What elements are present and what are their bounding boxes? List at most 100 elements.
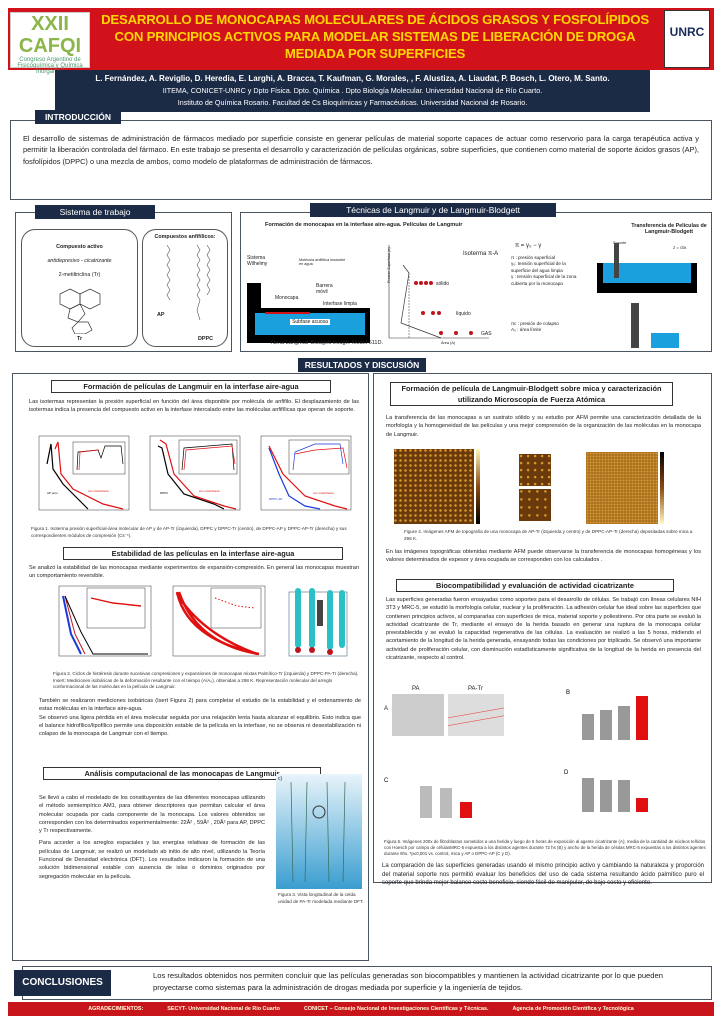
s3-text2: Para acceder a los arreglos espaciales y… (39, 840, 265, 880)
g0-def: γ₀: tensión superficial de la superficie… (511, 261, 566, 273)
trough-label: Nima Langmuir-Blodgett trough. Model 611… (271, 340, 384, 346)
tecnicas-subtitle: Formación de monocapas en la interfase a… (265, 222, 463, 228)
fig5-b-label: B (566, 690, 570, 696)
active-desc: antidepresivo - cicatrizante (47, 258, 112, 264)
dft-cell (290, 782, 346, 882)
right-s2-text2: La comparación de las superficies genera… (382, 863, 704, 887)
s3-text1: Se llevó a cabo el modelado de los const… (39, 795, 265, 835)
conclusiones-text: Los resultados obtenidos nos permiten co… (153, 971, 663, 992)
conclusiones-tab: CONCLUSIONES (14, 970, 111, 996)
footer-item: CONICET – Consejo Nacional de Investigac… (303, 1006, 489, 1012)
resultados-tab: RESULTADOS Y DISCUSIÓN (298, 358, 426, 372)
s2-title: Estabilidad de las películas en la inter… (63, 547, 343, 560)
s2-text: Se analizó la estabilidad de las monocap… (29, 565, 359, 580)
s2-text-block: También se realizaron mediciones isobári… (39, 697, 361, 738)
amphiphile-structures (166, 244, 211, 321)
cafqi-logo: XXII CAFQI Congreso Argentino de Fisicoqu… (10, 12, 90, 75)
isotherm-xaxis: Área (A) (441, 341, 456, 345)
pi-equation: π = γ₀ − γ (515, 243, 542, 249)
fig5-d-label: D (564, 770, 569, 776)
fig1-label: con cicatrizante (313, 491, 334, 495)
molecula-label: Molécula anfifílica insoluble en agua (299, 258, 346, 266)
svg-text:C: C (384, 778, 389, 784)
fig5-caption: Figura 5. Imágenes 200x de fibroblastos … (384, 839, 706, 856)
liquido-label: líquido (456, 311, 471, 317)
hysteresis-ap-tr (58, 585, 152, 657)
s1-title: Formación de películas de Langmuir en la… (51, 380, 331, 393)
monolayer-line (265, 312, 310, 314)
barrera-label: Barrera móvil (316, 283, 333, 295)
authors-block: L. Fernández, A. Reviglio, D. Heredia, E… (55, 70, 650, 112)
intro-tab: INTRODUCCIÓN (35, 110, 121, 124)
afm-image-small-1 (519, 454, 551, 486)
molecular-model (288, 588, 348, 657)
wilhelmy-plate (247, 283, 261, 311)
fig1-label: AP puro (47, 491, 58, 495)
transfer-title: Transferencia de Películas de Langmuir-B… (631, 223, 707, 235)
amph-title: Compuestos anfifílicos: (154, 234, 216, 240)
transfer-trough (597, 263, 697, 293)
authors: L. Fernández, A. Reviglio, D. Heredia, E… (95, 74, 610, 83)
s1-text: Las isotermas representan la presión sup… (29, 399, 359, 414)
fig1-caption: Figura 1. Isoterma presión superficial-á… (31, 526, 347, 538)
affiliation-1: IITEMA, CONICET-UNRC y Dpto Física. Dpto… (162, 86, 543, 95)
right-s1-text2: En las imágenes topográficas obtenidas m… (386, 549, 701, 564)
tecnicas-tab: Técnicas de Langmuir y de Langmuir-Blodg… (310, 203, 556, 217)
footer-label: AGRADECIMIENTOS: (88, 1006, 144, 1012)
soporte-label: Soporte (613, 241, 627, 245)
definitions: π : presión superficial γ₀: tensión supe… (511, 255, 583, 287)
afm-image-large (394, 449, 474, 524)
left-results-box: Formación de películas de Langmuir en la… (12, 373, 369, 961)
s3-title: Análisis computacional de las monocapas … (43, 767, 321, 780)
conclusiones-box: Los resultados obtenidos nos permiten co… (22, 966, 712, 1000)
afm-colorbar (476, 449, 480, 524)
fig5-a-label: A (384, 706, 389, 712)
right-s2-title: Biocompatibilidad y evaluación de activi… (396, 579, 674, 592)
tr-label: Tr (76, 336, 83, 342)
intro-box: El desarrollo de sistemas de administrac… (10, 120, 712, 200)
hysteresis-dppc-pa-tr (172, 585, 266, 657)
afm-image-dppc (586, 452, 658, 524)
isotherm-dppc: DPPC con cicatrizante (149, 435, 241, 511)
figure-1: AP puro con cicatrizante DPPC con cicatriz… (33, 434, 353, 524)
support-slide (614, 243, 619, 278)
g-def: γ : tensión superficial de la zona cubie… (511, 274, 577, 286)
intro-text: El desarrollo de sistemas de administrac… (23, 134, 699, 166)
gas-label: GAS (481, 331, 492, 337)
right-results-box: Formación de película de Langmuir-Blodge… (373, 373, 712, 886)
figure-2 (53, 584, 353, 669)
right-s1-title: Formación de película de Langmuir-Blodge… (390, 382, 673, 406)
isotherm-yaxis: Presión Superficial (π) (387, 247, 391, 283)
isotherm-dppc-ap: DPPC-AP con cicatrizante (260, 435, 352, 511)
active-name: 2-metiltriclina (Tr) (58, 272, 101, 278)
isoterma-label: Isoterma π-A (463, 251, 499, 257)
active-compound-panel: Compuesto activo antidepresivo - cicatri… (21, 229, 138, 347)
figure-5a: PA PA-Tr A (384, 686, 504, 736)
fig5-patr-label: PA-Tr (468, 686, 483, 692)
footer-acknowledgments: AGRADECIMIENTOS: SECYT- Universidad Naci… (8, 1002, 714, 1016)
interfase-label: Interfase limpia (323, 301, 357, 307)
sistema-box: Compuesto activo antidepresivo - cicatri… (15, 212, 232, 352)
poster-title: DESARROLLO DE MONOCAPAS MOLECULARES DE Á… (101, 12, 649, 61)
figure-5-bars: B C D (564, 690, 648, 812)
footer-item: SECYT- Universidad Nacional de Río Cuart… (167, 1006, 280, 1012)
amphiphilic-panel: Compuestos anfifílicos: AP DPPC (142, 229, 228, 347)
fig5-pa-label: PA (412, 686, 420, 692)
unrc-logo: UNRC (664, 10, 710, 68)
wound-image-pa (392, 694, 444, 736)
fig2-caption: Figura 2. Ciclos de histéresis durante s… (53, 671, 359, 690)
wound-image-patr (448, 694, 504, 736)
fig4-caption: Figure 4. Imágenes AFM de topografía de … (404, 529, 693, 541)
header-banner (8, 8, 714, 70)
right-s1-text: La transferencia de las monocapas a un s… (386, 415, 701, 438)
afm-colorbar-2 (660, 452, 664, 524)
sistema-tab: Sistema de trabajo (35, 205, 155, 219)
subphase-label: Subfase acuosa (290, 319, 330, 325)
cte-label: z = cte. (673, 245, 688, 250)
solido-label: sólido (436, 281, 450, 287)
isotherm-diagram (388, 245, 489, 339)
pic-def: πc : presión de colapso (511, 321, 559, 326)
s3-text-block: Se llevó a cabo el modelado de los const… (39, 794, 265, 881)
pi-def: π : presión superficial (511, 255, 556, 260)
tr-structure (59, 288, 100, 335)
